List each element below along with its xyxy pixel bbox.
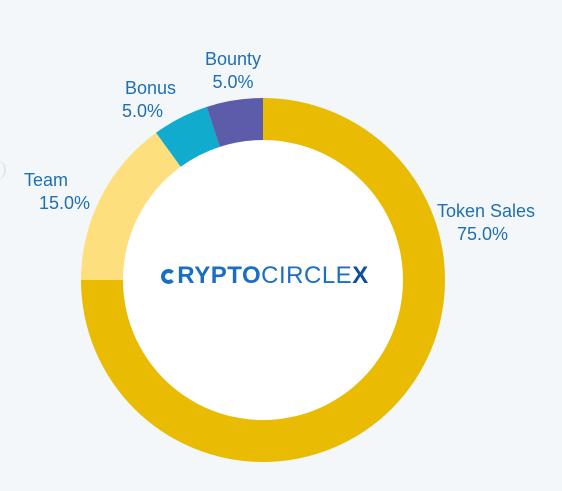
label-token-sales-name: Token Sales [437, 201, 536, 221]
logo-text-bold: RYPTO [177, 262, 262, 289]
logo-text-thin: CIRCLE [261, 262, 353, 289]
edge-decoration [0, 160, 6, 180]
label-bonus: Bonus 5.0% [104, 77, 176, 123]
label-team: Team 15.0% [18, 169, 90, 215]
slice-bonus [156, 106, 220, 167]
label-bonus-name: Bonus [124, 78, 176, 98]
label-bonus-percent: 5.0% [121, 101, 163, 121]
label-token-sales-percent: 75.0% [457, 224, 509, 244]
slice-team [81, 132, 181, 280]
label-team-percent: 15.0% [38, 193, 90, 213]
donut-inner-background [123, 140, 403, 420]
logo-text-x: X [352, 262, 369, 289]
cryptocirclex-logo: RYPTOCIRCLEX [156, 262, 374, 290]
label-team-name: Team [24, 170, 69, 190]
label-bounty-percent: 5.0% [212, 72, 254, 92]
slice-bounty [206, 98, 263, 147]
label-bounty-name: Bounty [204, 49, 262, 69]
c-ring-icon [161, 269, 177, 284]
label-bounty: Bounty 5.0% [192, 48, 274, 94]
label-token-sales: Token Sales 75.0% [437, 200, 535, 246]
